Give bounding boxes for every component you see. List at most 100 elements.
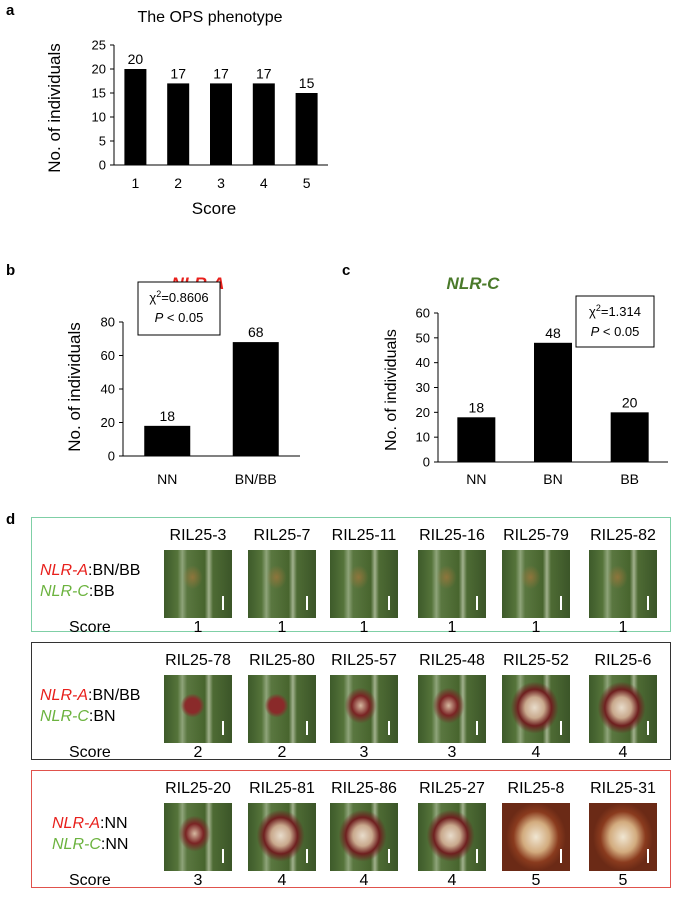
chart-a-category-label: 3	[217, 175, 225, 191]
score-value: 3	[447, 744, 457, 761]
chart-c-stats-box	[575, 295, 655, 348]
gene-c-name: NLR-C	[40, 583, 89, 600]
leaf-lesion-image	[418, 803, 486, 871]
chart-c-data-label: 48	[545, 325, 561, 341]
genotype-row-3	[31, 770, 671, 888]
leaf-lesion-image	[330, 675, 398, 743]
score-value: 4	[618, 744, 628, 761]
scale-bar	[560, 596, 562, 610]
score-value: 5	[531, 872, 541, 889]
chart-b-y-tick-label: 80	[101, 315, 115, 330]
ril-line-name: RIL25-6	[594, 652, 652, 669]
score-value: 2	[277, 744, 287, 761]
chart-b-y-tick-label: 20	[101, 415, 115, 430]
ril-line-name: RIL25-8	[507, 780, 565, 797]
panel-label-c: c	[342, 262, 351, 279]
chart-b-nlr-a: NLR-A020406080No. of individuals18NN68BN…	[65, 274, 300, 487]
panel-label-d: d	[6, 511, 16, 528]
chart-b-data-label: 18	[159, 408, 175, 424]
leaf-lesion-image	[248, 550, 316, 618]
chart-a-data-label: 17	[170, 65, 186, 81]
chart-b-category-label: BN/BB	[235, 471, 277, 487]
score-value: 1	[359, 619, 369, 636]
chart-a-x-label: Score	[192, 199, 236, 218]
chart-a-data-label: 17	[213, 65, 229, 81]
gene-a-genotype: :BN/BB	[88, 562, 141, 579]
chart-b-bar	[232, 342, 279, 456]
chart-a-data-label: 15	[299, 75, 315, 91]
gene-c-genotype: :BB	[88, 583, 115, 600]
scale-bar	[388, 849, 390, 863]
chart-b-p-value: P < 0.05	[155, 310, 204, 325]
score-value: 3	[193, 872, 203, 889]
chart-a-y-tick-label: 0	[99, 158, 106, 173]
chart-a-y-tick-label: 5	[99, 134, 106, 149]
chart-c-category-label: BN	[543, 471, 562, 487]
score-value: 1	[193, 619, 203, 636]
chart-a-data-label: 20	[128, 51, 144, 67]
score-value: 1	[447, 619, 457, 636]
score-value: 1	[277, 619, 287, 636]
gene-a-genotype: :NN	[100, 815, 128, 832]
chart-a-y-tick-label: 10	[92, 110, 106, 125]
gene-a-name: NLR-A	[52, 815, 101, 832]
chart-a-y-tick-label: 15	[92, 86, 106, 101]
chart-c-chi-square: χ2=1.314	[589, 303, 641, 319]
chart-a-y-label: No. of individuals	[45, 43, 64, 172]
chart-a-bar	[252, 83, 275, 165]
score-value: 4	[359, 872, 369, 889]
chart-c-title: NLR-C	[447, 274, 501, 293]
leaf-lesion-image	[330, 803, 398, 871]
leaf-lesion-image	[164, 550, 232, 618]
chart-a-bar	[124, 69, 147, 165]
score-value: 5	[618, 872, 628, 889]
chart-c-y-tick-label: 10	[416, 430, 430, 445]
chart-a-y-tick-label: 25	[92, 38, 106, 53]
score-word: Score	[69, 619, 111, 636]
scale-bar	[306, 849, 308, 863]
gene-c-name: NLR-C	[40, 708, 89, 725]
genotype-label: NLR-A:NN NLR-C:NN	[40, 813, 128, 855]
scale-bar	[388, 721, 390, 735]
chart-a-category-label: 5	[303, 175, 311, 191]
chart-a-bar	[167, 83, 190, 165]
scale-bar	[647, 721, 649, 735]
leaf-lesion-image	[418, 675, 486, 743]
leaf-lesion-image	[589, 803, 657, 871]
genotype-label: NLR-A:BN/BB NLR-C:BN	[40, 685, 140, 727]
chart-c-data-label: 18	[469, 399, 485, 415]
leaf-lesion-image	[589, 550, 657, 618]
chart-c-bar	[457, 417, 496, 462]
leaf-lesion-image	[502, 550, 570, 618]
scale-bar	[647, 596, 649, 610]
scale-bar	[388, 596, 390, 610]
ril-line-name: RIL25-27	[419, 780, 485, 797]
chart-b-stats-box	[137, 281, 221, 336]
chart-c-p-value: P < 0.05	[591, 324, 640, 339]
leaf-lesion-image	[248, 675, 316, 743]
score-word: Score	[69, 744, 111, 761]
score-value: 2	[193, 744, 203, 761]
chart-b-y-tick-label: 40	[101, 382, 115, 397]
chart-c-y-tick-label: 60	[416, 306, 430, 321]
chart-c-y-tick-label: 0	[423, 455, 430, 470]
scale-bar	[476, 849, 478, 863]
chart-a-category-label: 2	[174, 175, 182, 191]
leaf-lesion-image	[330, 550, 398, 618]
scale-bar	[476, 596, 478, 610]
scale-bar	[560, 849, 562, 863]
score-value: 3	[359, 744, 369, 761]
genotype-row-2	[31, 642, 671, 760]
ril-line-name: RIL25-11	[331, 527, 397, 544]
score-value: 1	[618, 619, 628, 636]
ril-line-name: RIL25-80	[249, 652, 315, 669]
leaf-lesion-image	[502, 803, 570, 871]
genotype-row-1	[31, 517, 671, 632]
scale-bar	[647, 849, 649, 863]
score-value: 1	[531, 619, 541, 636]
leaf-lesion-image	[589, 675, 657, 743]
ril-line-name: RIL25-57	[331, 652, 397, 669]
chart-a-title: The OPS phenotype	[138, 9, 283, 26]
panel-label-b: b	[6, 262, 16, 279]
